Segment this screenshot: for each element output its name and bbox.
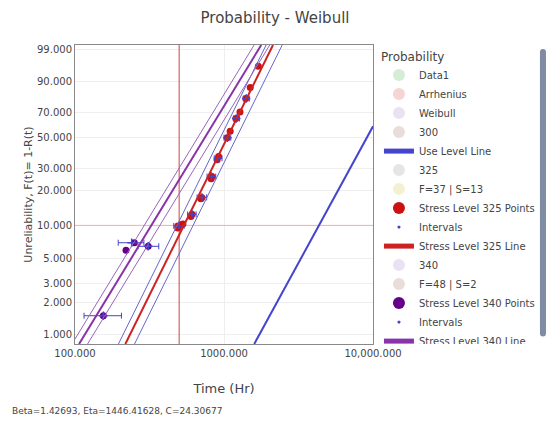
svg-text:1.000: 1.000 (43, 329, 72, 340)
svg-text:300: 300 (419, 127, 438, 138)
svg-text:Intervals: Intervals (419, 317, 463, 328)
svg-text:Stress Level 325 Line: Stress Level 325 Line (419, 241, 526, 252)
svg-text:10.000: 10.000 (37, 220, 72, 231)
svg-text:Probability - Weibull: Probability - Weibull (201, 9, 350, 27)
svg-text:50.000: 50.000 (37, 132, 72, 143)
svg-text:70.000: 70.000 (37, 107, 72, 118)
svg-text:Weibull: Weibull (419, 108, 455, 119)
svg-text:20.000: 20.000 (37, 185, 72, 196)
svg-text:30.000: 30.000 (37, 163, 72, 174)
svg-text:Unreliability, F(t)= 1-R(t): Unreliability, F(t)= 1-R(t) (22, 126, 35, 262)
svg-text:325: 325 (419, 165, 438, 176)
svg-text:Intervals: Intervals (419, 222, 463, 233)
svg-text:2.000: 2.000 (43, 297, 72, 308)
svg-text:340: 340 (419, 260, 438, 271)
svg-text:Probability: Probability (381, 50, 444, 64)
svg-text:Stress Level 325 Points: Stress Level 325 Points (419, 203, 535, 214)
svg-text:3.000: 3.000 (43, 278, 72, 289)
svg-text:Use Level Line: Use Level Line (419, 146, 491, 157)
svg-text:Arrhenius: Arrhenius (419, 89, 467, 100)
svg-text:Stress Level 340 Points: Stress Level 340 Points (419, 298, 535, 309)
svg-text:100.000: 100.000 (54, 348, 95, 359)
svg-text:10,000.000: 10,000.000 (344, 348, 401, 359)
svg-text:5.000: 5.000 (43, 253, 72, 264)
svg-text:Data1: Data1 (419, 70, 449, 81)
svg-text:Stress Level 340 Line: Stress Level 340 Line (419, 336, 526, 344)
svg-text:90.000: 90.000 (37, 76, 72, 87)
svg-text:99.000: 99.000 (37, 44, 72, 55)
svg-text:F=48 | S=2: F=48 | S=2 (419, 279, 477, 291)
svg-text:Time (Hr): Time (Hr) (192, 381, 254, 396)
svg-text:1000.000: 1000.000 (200, 348, 248, 359)
svg-text:F=37 | S=13: F=37 | S=13 (419, 184, 483, 196)
svg-text:Beta=1.42693, Eta=1446.41628,: Beta=1.42693, Eta=1446.41628, C=24.30677 (12, 406, 222, 416)
